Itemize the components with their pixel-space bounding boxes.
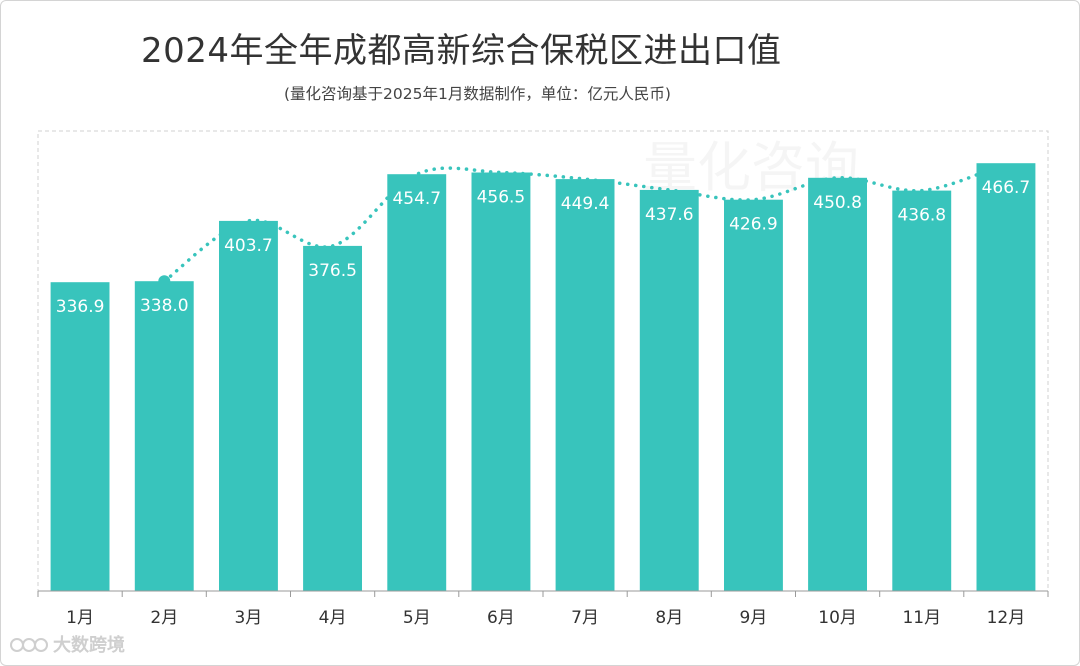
data-label-3月: 403.7: [224, 236, 273, 256]
data-label-6月: 456.5: [477, 188, 526, 208]
bar-5月: [387, 174, 447, 591]
data-label-1月: 336.9: [56, 297, 105, 317]
x-tick-label-8月: 8月: [655, 608, 683, 628]
x-tick-label-11月: 11月: [902, 608, 941, 628]
data-label-4月: 376.5: [308, 261, 357, 281]
data-label-11月: 436.8: [897, 206, 946, 226]
data-label-2月: 338.0: [140, 296, 189, 316]
bar-3月: [219, 220, 278, 591]
chart-title: 2024年全年成都高新综合保税区进出口值: [141, 31, 782, 71]
x-tick-label-1月: 1月: [66, 608, 94, 628]
bar-1月: [50, 282, 110, 591]
chart-subtitle: (量化咨询基于2025年1月数据制作，单位：亿元人民币): [284, 85, 671, 103]
data-label-7月: 449.4: [561, 194, 610, 214]
x-tick-label-7月: 7月: [571, 608, 599, 628]
data-label-12月: 466.7: [982, 178, 1031, 198]
brand-logo-icon: [10, 638, 48, 652]
bar-11月: [892, 190, 952, 591]
x-tick-label-5月: 5月: [403, 608, 431, 628]
data-label-10月: 450.8: [813, 193, 862, 213]
footer-brand: 大数跨境: [9, 631, 125, 657]
bar-4月: [303, 245, 362, 591]
bar-6月: [471, 172, 531, 591]
x-tick-label-3月: 3月: [234, 608, 262, 628]
bar-2月: [134, 281, 194, 591]
bar-8月: [639, 189, 699, 591]
x-tick-label-12月: 12月: [987, 608, 1026, 628]
x-tick-label-9月: 9月: [739, 608, 767, 628]
data-label-8月: 437.6: [645, 205, 694, 225]
data-label-9月: 426.9: [729, 215, 778, 235]
x-tick-label-4月: 4月: [319, 608, 347, 628]
footer-brand-text: 大数跨境: [53, 635, 125, 656]
x-axis-labels: 1月 2月 3月 4月 5月 6月 7月 8月 9月 10月 11月 12月: [66, 608, 1025, 628]
bar-9月: [724, 199, 783, 591]
bar-12月: [976, 163, 1036, 591]
bar-7月: [555, 179, 615, 591]
data-label-5月: 454.7: [392, 189, 441, 209]
bars-group: 336.9 338.0 403.7 376.5 454.7 456.5 449.4 437.6…: [50, 163, 1036, 592]
bar-10月: [808, 177, 867, 592]
x-tick-label-10月: 10月: [818, 608, 857, 628]
x-tick-label-2月: 2月: [150, 608, 178, 628]
x-axis-ticks: [37, 591, 1049, 597]
x-tick-label-6月: 6月: [487, 608, 515, 628]
